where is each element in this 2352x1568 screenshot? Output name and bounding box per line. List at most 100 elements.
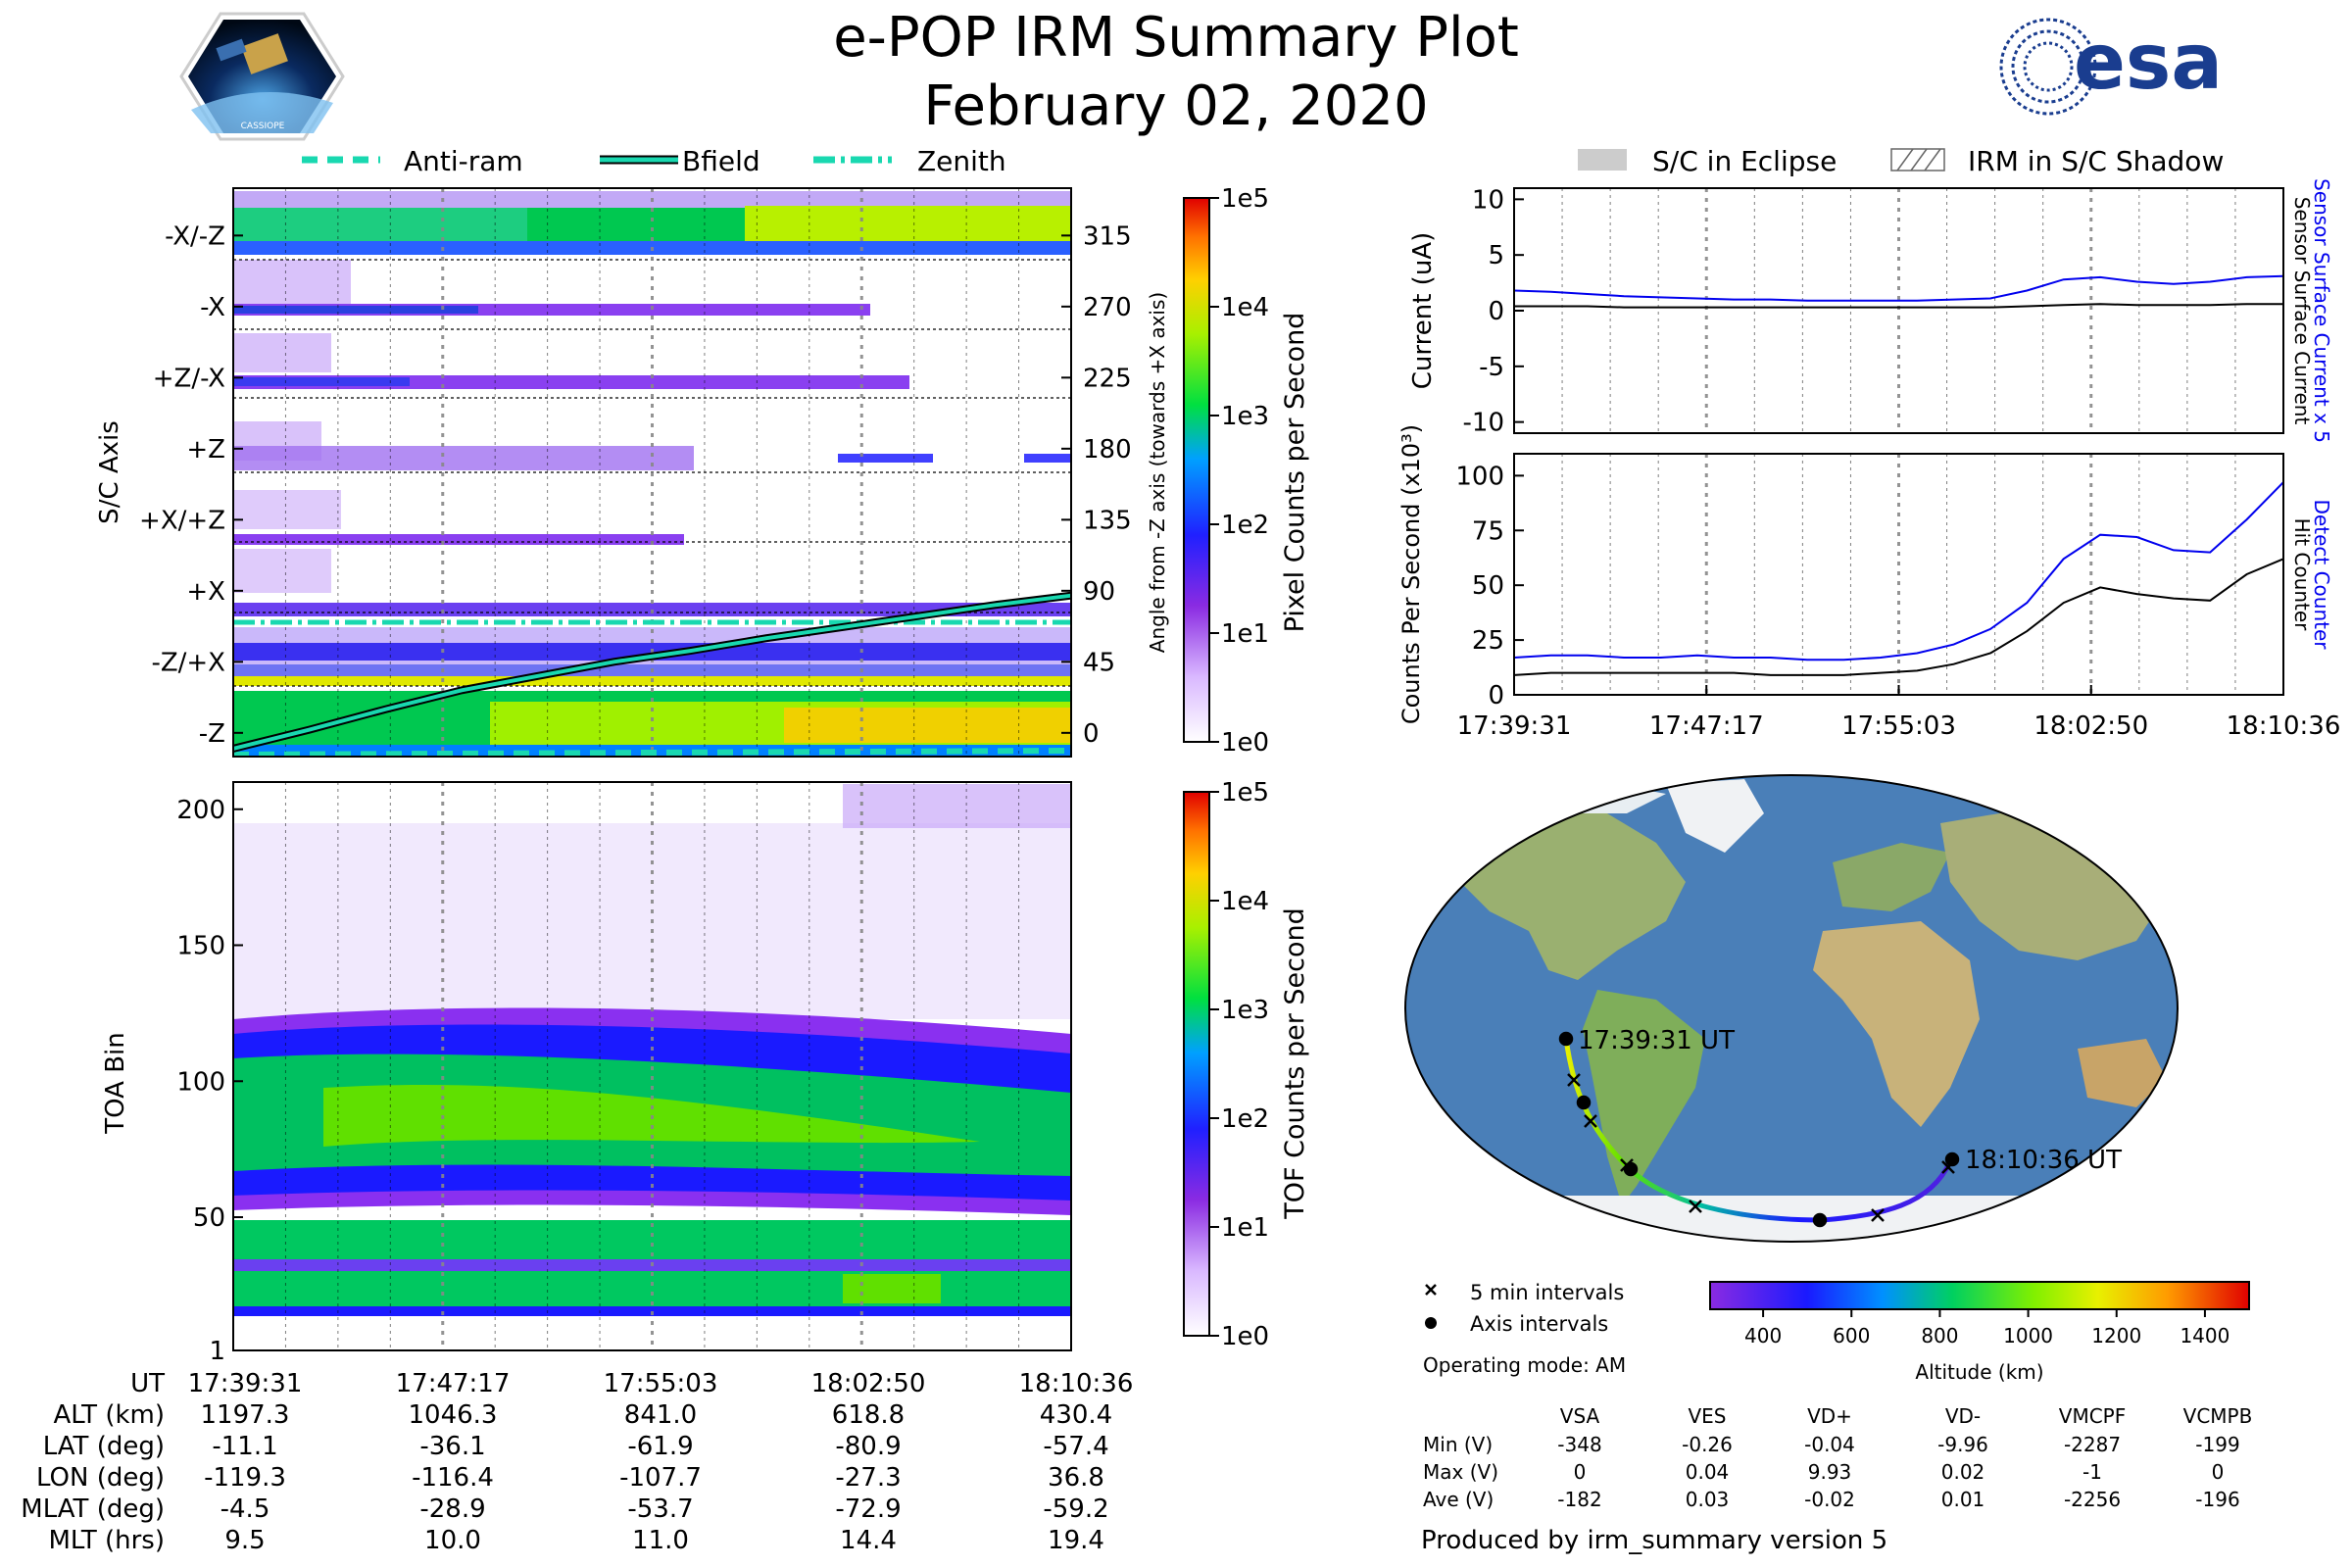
ephemeris-table: UT 17:39:31 17:47:17 17:55:03 18:02:50 18:10:… (21, 1369, 1133, 1555)
tof-colorbar-ticks: 1e5 1e4 1e3 1e2 1e1 1e0 (1209, 778, 1269, 1351)
voltage-header: VMCPF (2059, 1404, 2126, 1428)
orbit-map: 17:39:31 UT 18:10:36 UT (1404, 774, 2179, 1243)
current-right-label-blue: Sensor Surface Current x 5 (2310, 178, 2333, 443)
voltage-row-label: Ave (V) (1423, 1488, 1494, 1511)
altitude-tick-label: 600 (1833, 1324, 1870, 1348)
colorbar-tick-label: 1e2 (1221, 511, 1269, 540)
pixel-colorbar-ticks: 1e5 1e4 1e3 1e2 1e1 1e0 (1209, 184, 1269, 758)
axis-marker (1812, 1212, 1828, 1228)
orbit-markers (1558, 1031, 1960, 1228)
toa-tick-label: 150 (176, 932, 225, 961)
voltage-header: VD+ (1807, 1404, 1852, 1428)
voltage-cell: -182 (1557, 1488, 1601, 1511)
table-cell: 10.0 (424, 1526, 481, 1555)
table-cell: 1046.3 (409, 1400, 498, 1430)
colorbar-tick-label: 1e1 (1221, 1213, 1269, 1243)
colorbar-tick-label: 1e4 (1221, 887, 1269, 916)
table-row-label: MLT (hrs) (49, 1526, 166, 1555)
table-cell: -107.7 (619, 1463, 702, 1493)
voltage-cell: -0.04 (1804, 1433, 1855, 1456)
axis-traces (232, 591, 1072, 758)
legend-x-icon (1425, 1284, 1437, 1296)
voltage-header: VSA (1560, 1404, 1600, 1428)
colorbar-tick-label: 1e3 (1221, 402, 1269, 431)
voltage-cell: 9.93 (1808, 1460, 1852, 1484)
voltage-cell: -9.96 (1937, 1433, 1988, 1456)
altitude-tick-label: 400 (1744, 1324, 1782, 1348)
toa-tick-label: 200 (176, 796, 225, 825)
angle-label: 45 (1083, 648, 1115, 677)
axis-panel-ylabel: S/C Axis (95, 420, 124, 524)
table-cell: -57.4 (1043, 1432, 1108, 1461)
colorbar-tick-label: 1e0 (1221, 1322, 1269, 1351)
table-cell: -36.1 (419, 1432, 485, 1461)
tof-colorbar-label: TOF Counts per Second (1280, 907, 1310, 1220)
table-cell: -72.9 (835, 1494, 901, 1524)
table-cell: -11.1 (212, 1432, 277, 1461)
toa-tick-label: 100 (176, 1067, 225, 1097)
axis-marker (1944, 1152, 1960, 1167)
toa-tick-label: 50 (193, 1203, 225, 1233)
table-cell: 11.0 (632, 1526, 689, 1555)
voltage-cell: -196 (2195, 1488, 2239, 1511)
category-label: -X/-Z (165, 221, 225, 251)
counts-right-label-black: Hit Counter (2290, 518, 2314, 631)
legend-antiram: Anti-ram (404, 145, 523, 177)
y-tick-label: 10 (1472, 185, 1504, 215)
colorbar-tick-label: 1e3 (1221, 996, 1269, 1025)
map-border (1404, 774, 2179, 1243)
y-tick-label: 5 (1488, 241, 1504, 270)
x-tick-label: 17:55:03 (1841, 711, 1956, 741)
current-right-label-black: Sensor Surface Current (2290, 197, 2314, 425)
axis-right-ticks: 315 270 225 180 135 90 45 0 (1061, 221, 1132, 749)
orbit-start-label: 17:39:31 UT (1578, 1026, 1735, 1055)
table-row-label: UT (130, 1369, 165, 1398)
voltage-row-label: Min (V) (1423, 1433, 1493, 1456)
colorbar-tick-label: 1e5 (1221, 184, 1269, 214)
legend-dot-icon (1425, 1317, 1437, 1329)
y-tick-label: -5 (1479, 353, 1504, 382)
legend-shadow: IRM in S/C Shadow (1968, 145, 2224, 177)
header: e-POP IRM Summary Plot February 02, 2020 (833, 6, 1519, 138)
table-row-label: LON (deg) (36, 1463, 165, 1493)
table-row-label: MLAT (deg) (21, 1494, 165, 1524)
current-ylabel: Current (uA) (1408, 232, 1438, 389)
tof-colorbar: 1e5 1e4 1e3 1e2 1e1 1e0 TOF Counts per Second (1183, 778, 1310, 1351)
table-cell: -59.2 (1043, 1494, 1108, 1524)
toa-tick-label: 1 (209, 1337, 225, 1366)
axis-marker (1558, 1031, 1574, 1047)
x-tick-label: 17:47:17 (1649, 711, 1764, 741)
y-tick-label: 0 (1488, 681, 1504, 710)
counts-right-label-blue: Detect Counter (2310, 500, 2333, 651)
legend-5min: 5 min intervals (1470, 1281, 1624, 1304)
axis-left-ticks: -X/-Z -X +Z/-X +Z +X/+Z +X -Z/+X -Z (139, 221, 243, 749)
altitude-label: Altitude (km) (1915, 1360, 2043, 1384)
legend-zenith: Zenith (917, 145, 1006, 177)
table-cell: -61.9 (627, 1432, 693, 1461)
table-cell: 36.8 (1048, 1463, 1104, 1493)
voltage-cell: 0 (2212, 1460, 2225, 1484)
table-cell: 430.4 (1040, 1400, 1112, 1430)
voltage-cell: -199 (2195, 1433, 2239, 1456)
toa-vertical-gridlines (284, 782, 1020, 1350)
voltage-row-label: Max (V) (1423, 1460, 1498, 1484)
axis-marker (1576, 1095, 1592, 1110)
voltage-cell: -0.26 (1682, 1433, 1733, 1456)
angle-label: 270 (1083, 293, 1132, 322)
table-cell: -27.3 (835, 1463, 901, 1493)
table-cell: 9.5 (224, 1526, 265, 1555)
voltage-table: VSA VES VD+ VD- VMCPF VCMPB Min (V) -348 -0.26 -0… (1423, 1404, 2252, 1511)
y-tick-label: 25 (1472, 626, 1504, 656)
colorbar-tick-label: 1e5 (1221, 778, 1269, 808)
table-cell: -4.5 (220, 1494, 270, 1524)
altitude-colorbar: 400 600 800 1000 1200 1400 Altitude (km) (1709, 1281, 2250, 1384)
table-cell: 14.4 (840, 1526, 897, 1555)
voltage-cell: 0.01 (1941, 1488, 1985, 1511)
hit-counter-line (1513, 558, 2284, 676)
orbit-end-label: 18:10:36 UT (1965, 1146, 2122, 1175)
voltage-cell: 0 (1574, 1460, 1587, 1484)
altitude-tick-label: 1200 (2091, 1324, 2141, 1348)
y-tick-label: -10 (1463, 409, 1504, 438)
voltage-cell: -348 (1557, 1433, 1601, 1456)
